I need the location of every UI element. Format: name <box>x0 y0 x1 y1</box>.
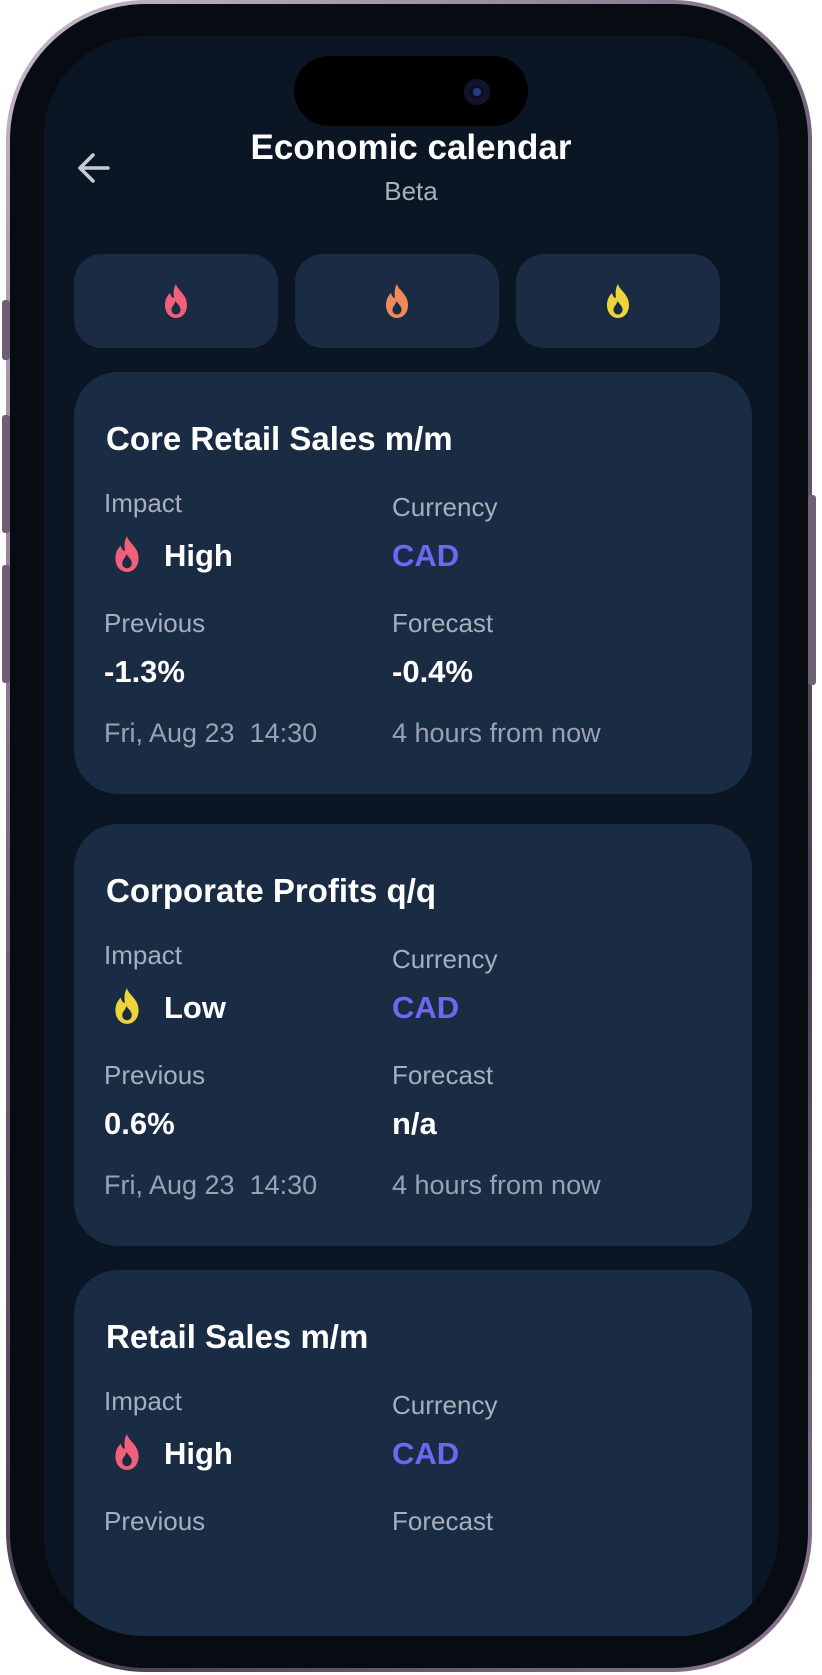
action-button <box>2 300 10 360</box>
filter-high-impact-button[interactable] <box>74 254 278 348</box>
volume-down-button <box>2 565 10 683</box>
page-title: Economic calendar <box>250 128 572 167</box>
flame-icon <box>381 282 413 320</box>
previous-label: Previous <box>104 608 206 638</box>
arrow-left-icon <box>78 153 110 183</box>
currency-value: CAD <box>392 1436 460 1471</box>
app-screen: Economic calendar Beta Core Retail Sales… <box>44 36 778 1636</box>
event-card[interactable]: Retail Sales m/m Impact Currency High CA… <box>74 1270 752 1636</box>
event-title: Core Retail Sales m/m <box>106 420 453 457</box>
event-card[interactable]: Core Retail Sales m/m Impact Currency Hi… <box>74 372 752 794</box>
volume-up-button <box>2 415 10 533</box>
page-subtitle: Beta <box>384 176 438 206</box>
filter-low-impact-button[interactable] <box>516 254 720 348</box>
power-button <box>808 495 816 685</box>
impact-label: Impact <box>104 940 183 970</box>
previous-label: Previous <box>104 1060 206 1090</box>
currency-value: CAD <box>392 538 460 573</box>
forecast-label: Forecast <box>392 1060 494 1090</box>
previous-value: -1.3% <box>104 654 185 689</box>
currency-value: CAD <box>392 990 460 1025</box>
forecast-value: -0.4% <box>392 654 473 689</box>
currency-label: Currency <box>392 1390 498 1420</box>
event-relative-time: 4 hours from now <box>392 718 601 748</box>
impact-value: High <box>164 1436 233 1471</box>
flame-icon <box>110 986 144 1026</box>
impact-filter-bar <box>74 254 752 348</box>
event-datetime: Fri, Aug 23 14:30 <box>104 1170 318 1200</box>
forecast-label: Forecast <box>392 1506 494 1536</box>
flame-icon <box>110 534 144 574</box>
forecast-label: Forecast <box>392 608 494 638</box>
event-datetime: Fri, Aug 23 14:30 <box>104 718 318 748</box>
flame-icon <box>110 1432 144 1472</box>
event-card[interactable]: Corporate Profits q/q Impact Currency Lo… <box>74 824 752 1246</box>
back-button[interactable] <box>72 146 116 190</box>
flame-icon <box>602 282 634 320</box>
event-title: Corporate Profits q/q <box>106 872 437 909</box>
dynamic-island <box>294 56 528 126</box>
event-relative-time: 4 hours from now <box>392 1170 601 1200</box>
flame-icon <box>160 282 192 320</box>
filter-medium-impact-button[interactable] <box>295 254 499 348</box>
currency-label: Currency <box>392 944 498 974</box>
impact-label: Impact <box>104 488 183 518</box>
currency-label: Currency <box>392 492 498 522</box>
impact-value: High <box>164 538 233 573</box>
previous-value: 0.6% <box>104 1106 175 1141</box>
forecast-value: n/a <box>392 1106 437 1141</box>
impact-label: Impact <box>104 1386 183 1416</box>
event-title: Retail Sales m/m <box>106 1318 369 1355</box>
front-camera-icon <box>464 79 490 105</box>
previous-label: Previous <box>104 1506 206 1536</box>
impact-value: Low <box>164 990 226 1025</box>
